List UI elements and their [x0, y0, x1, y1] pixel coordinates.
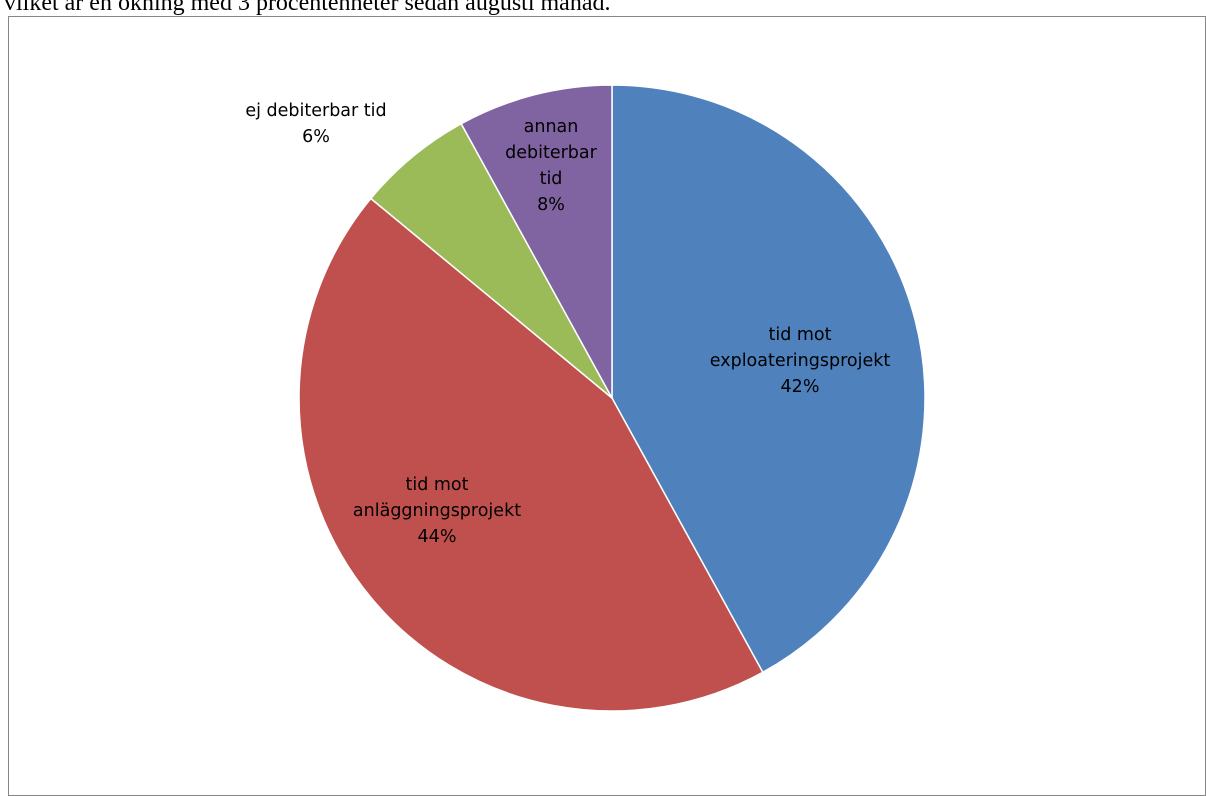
slice-label-line: debiterbar	[505, 143, 598, 163]
document-text-line: vilket är en ökning med 3 procentenheter…	[4, 0, 611, 16]
slice-label-line: tid mot	[405, 475, 468, 495]
slice-label-anlaggning: tid mot anläggningsprojekt 44%	[353, 475, 521, 547]
pie-slice-ej-debiterbar	[370, 122, 613, 399]
pie-labels: tid mot exploateringsprojekt 42% tid mot anl…	[245, 101, 890, 547]
slice-percent-annan-debiterbar: 8%	[537, 195, 565, 215]
slice-label-line: ej debiterbar tid	[245, 101, 386, 121]
slice-label-line: exploateringsprojekt	[710, 351, 891, 371]
slice-percent-ej-debiterbar: 6%	[302, 127, 330, 147]
slice-percent-anlaggning: 44%	[418, 527, 457, 547]
pie-slices	[298, 84, 926, 712]
slice-label-line: tid mot	[768, 325, 831, 345]
slice-label-annan-debiterbar: annan debiterbar tid 8%	[505, 117, 598, 215]
slice-label-exploatering: tid mot exploateringsprojekt 42%	[710, 325, 891, 397]
slice-label-ej-debiterbar: ej debiterbar tid 6%	[245, 101, 386, 147]
slice-label-line: annan	[524, 117, 579, 137]
slice-label-line: tid	[540, 169, 563, 189]
slice-label-line: anläggningsprojekt	[353, 501, 521, 521]
pie-slice-exploatering	[611, 84, 926, 674]
slice-percent-exploatering: 42%	[781, 377, 820, 397]
pie-slice-anlaggning	[298, 197, 764, 712]
pie-slice-annan-debiterbar	[460, 84, 613, 399]
